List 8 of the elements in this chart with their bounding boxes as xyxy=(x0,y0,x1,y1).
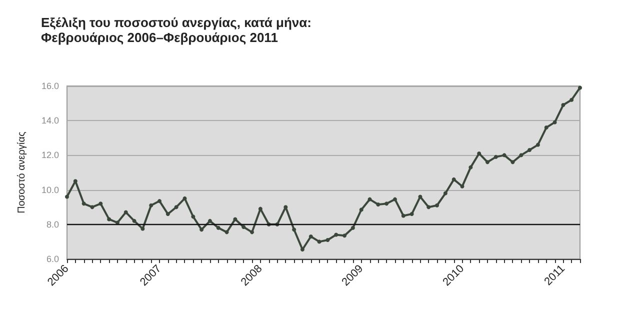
y-tick-label: 16.0 xyxy=(41,81,59,91)
chart-title: Εξέλιξη του ποσοστού ανεργίας, κατά μήνα: Φεβρουάριος 2006–Φεβρουάριος 2011 xyxy=(41,15,316,45)
y-tick-label: 10.0 xyxy=(41,184,59,195)
y-tick-label: 8.0 xyxy=(46,219,59,230)
y-tick-label: 14.0 xyxy=(41,116,59,126)
y-axis-title: Ποσοστό ανεργίας xyxy=(16,131,28,214)
y-tick-label: 6.0 xyxy=(46,254,59,264)
y-tick-label: 12.0 xyxy=(41,150,59,160)
